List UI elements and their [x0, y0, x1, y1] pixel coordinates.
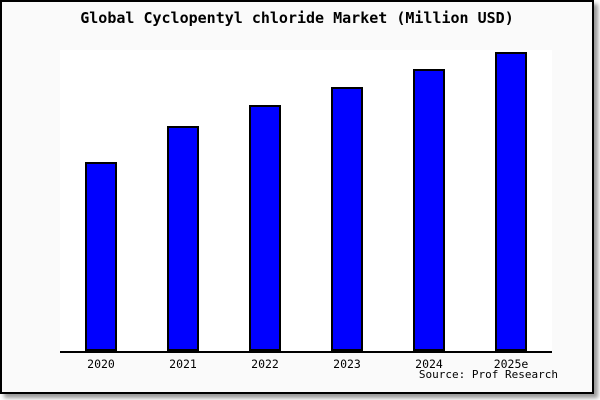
bar-2021 — [167, 126, 199, 351]
bar-2020 — [85, 162, 117, 351]
x-tick-2021: 2021 — [169, 357, 197, 371]
bar-2025e — [495, 51, 527, 351]
bar-slot-2020 — [60, 50, 142, 351]
chart-title: Global Cyclopentyl chloride Market (Mill… — [80, 9, 514, 27]
bar-slot-2022 — [224, 50, 306, 351]
source-credit: Source: Prof Research — [418, 368, 558, 381]
chart-frame: Global Cyclopentyl chloride Market (Mill… — [0, 0, 594, 394]
bars-container — [60, 50, 552, 351]
bar-slot-2025e — [470, 50, 552, 351]
x-tick-2025e: 2025e — [493, 357, 529, 371]
bar-slot-2023 — [306, 50, 388, 351]
bar-2024 — [413, 69, 445, 351]
bar-slot-2021 — [142, 50, 224, 351]
plot-area — [60, 50, 552, 353]
x-tick-2022: 2022 — [251, 357, 279, 371]
bar-2022 — [249, 105, 281, 351]
x-tick-2024: 2024 — [415, 357, 443, 371]
bar-2023 — [331, 87, 363, 351]
x-axis-tick-labels: 2020 2021 2022 2023 2024 2025e — [60, 357, 552, 371]
bar-slot-2024 — [388, 50, 470, 351]
x-tick-2023: 2023 — [333, 357, 361, 371]
x-tick-2020: 2020 — [87, 357, 115, 371]
